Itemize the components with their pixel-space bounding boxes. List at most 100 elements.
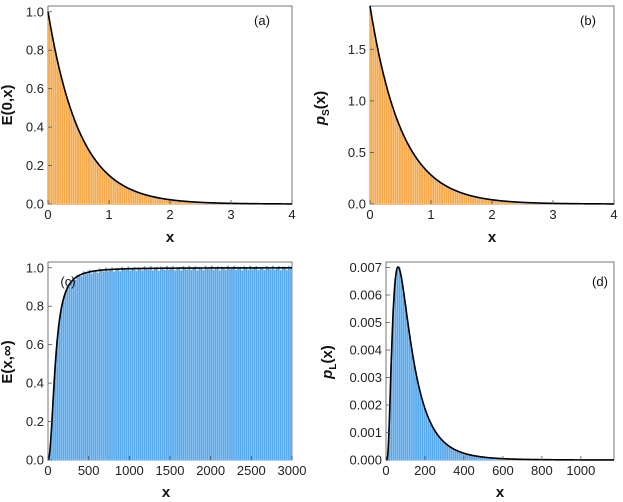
panel-d-bar	[408, 335, 412, 461]
panel-a-xtick-label: 3	[227, 207, 234, 222]
panel-a-label: (a)	[254, 13, 270, 28]
panel-a-fit-curve	[47, 11, 292, 205]
panel-c-bar	[72, 277, 75, 461]
panel-c-bar	[253, 268, 256, 461]
panel-c-bar	[279, 269, 283, 461]
panel-b-bar	[389, 100, 393, 205]
panel-b-bar	[398, 127, 402, 205]
panel-c-ytick-label: 0.0	[26, 453, 44, 468]
panel-c-bar	[157, 270, 161, 461]
panel-d-bar	[402, 292, 405, 461]
panel-d-bar	[425, 412, 428, 461]
panel-d-bar	[429, 422, 432, 461]
panel-a-bar	[136, 192, 140, 205]
panel-a-bar	[145, 194, 148, 205]
panel-a-bar	[105, 173, 109, 205]
panel-b-ytick-label: 1.0	[348, 93, 366, 108]
panel-b-bar	[427, 172, 431, 205]
panel-c-bar	[153, 267, 156, 461]
panel-d-bar	[454, 449, 457, 461]
panel-b-ylabel-sub: S	[321, 109, 332, 116]
panel-c-bar	[247, 269, 250, 461]
panel-d-bar	[443, 442, 447, 461]
panel-a-bar	[65, 97, 69, 205]
panel-c-xtick-label: 3000	[278, 463, 307, 478]
panel-a-bar	[67, 102, 71, 205]
panel-c-bar	[60, 307, 63, 461]
panel-d-xtick-label: 1000	[566, 463, 595, 478]
panel-b-bar	[454, 190, 457, 205]
panel-c-bar	[289, 268, 293, 461]
panel-b-bar	[387, 95, 391, 205]
panel-a-bar	[96, 163, 100, 205]
panel-c-xtick-label: 1500	[156, 463, 185, 478]
panel-d-bar	[450, 447, 453, 461]
panel-b-bar	[369, 12, 373, 205]
panel-c-bar	[243, 265, 246, 461]
panel-b-ylabel-tail: (x)	[312, 91, 329, 109]
panel-c-xtick-label: 2000	[196, 463, 225, 478]
panel-c-bar	[131, 268, 134, 461]
panel-c-bar	[145, 269, 148, 461]
panel-c-bar	[100, 270, 104, 461]
panel-a-ticks: 0 1 2 3 4 0.0 0.2 0.4 0.6 0.8 1.0	[26, 4, 296, 222]
panel-a-bar	[116, 181, 120, 205]
panel-b-bar	[414, 155, 417, 205]
panel-a-bar	[101, 168, 104, 205]
panel-c-bar	[220, 266, 224, 461]
panel-a-bar	[156, 197, 160, 205]
panel-c-ytick-label: 0.6	[26, 337, 44, 352]
panel-b-bar	[436, 180, 439, 205]
panel-b-fit-curve	[369, 5, 614, 205]
panel-b-bar	[376, 47, 380, 205]
panel-c-bar	[202, 269, 205, 461]
panel-c-bar	[208, 268, 211, 461]
panel-c-bar	[74, 279, 77, 461]
panel-b-xtick-label: 0	[366, 207, 373, 222]
panel-a-bar	[121, 184, 124, 205]
panel-d-bar	[427, 417, 430, 461]
panel-b-bar	[474, 196, 477, 205]
panel-c-fit-curve	[47, 267, 292, 461]
panel-d-xtick-label: 600	[492, 463, 514, 478]
panel-c-bar	[104, 267, 108, 461]
panel-c-bar	[133, 266, 136, 461]
panel-b-bar	[380, 70, 384, 205]
panel-b-bar	[460, 192, 464, 205]
panel-b-bar	[438, 181, 442, 205]
panel-c-bar	[66, 285, 69, 461]
panel-c-bar	[137, 266, 140, 461]
panel-c-bar	[210, 265, 213, 461]
panel-b-bar	[431, 176, 435, 205]
panel-d-bar	[410, 348, 414, 461]
panel-d-fit-curve	[385, 266, 614, 461]
panel-d-xtick-label: 200	[414, 463, 436, 478]
panel-d-ytick-label: 0.002	[349, 398, 382, 413]
panel-d-bar	[396, 269, 399, 461]
panel-c-bar	[125, 269, 128, 461]
panel-d-bar	[441, 441, 445, 461]
panel-a-bar	[132, 190, 135, 205]
panel-c-bar	[82, 271, 85, 461]
panel-b-bar	[462, 193, 466, 205]
panel-b-bar	[429, 175, 433, 205]
panel-a-ytick-label: 0.4	[26, 120, 44, 135]
panel-d-ylabel-tail: (x)	[319, 345, 336, 363]
panel-d-ytick-label: 0.006	[349, 288, 382, 303]
panel-a-ytick-label: 0.0	[26, 197, 44, 212]
panel-d-ytick-label: 0.001	[349, 425, 382, 440]
panel-b-bar	[471, 196, 475, 205]
panel-c-bar	[175, 267, 179, 461]
panel-a-bar	[74, 122, 78, 205]
panel-c-bars	[47, 265, 293, 461]
panel-c-bar	[68, 286, 71, 461]
panel-b-xlabel: x	[488, 229, 497, 246]
panel-c-bar	[147, 269, 150, 461]
panel-d-bar	[445, 444, 449, 461]
panel-c-xtick-label: 2500	[237, 463, 266, 478]
panel-c-bar	[102, 271, 106, 461]
panel-c-bar	[196, 270, 199, 461]
panel-d-bar	[406, 323, 409, 461]
panel-c-bar	[127, 266, 130, 461]
panel-d-bar	[437, 435, 441, 461]
